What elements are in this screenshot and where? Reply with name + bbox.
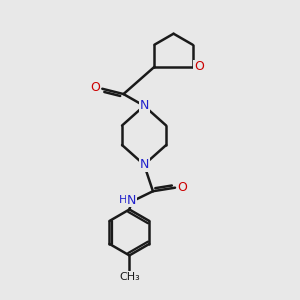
Text: CH₃: CH₃ <box>119 272 140 282</box>
Text: N: N <box>140 99 149 112</box>
Text: O: O <box>178 181 187 194</box>
Text: O: O <box>194 60 204 73</box>
Text: O: O <box>90 81 100 94</box>
Text: H: H <box>119 195 128 205</box>
Text: N: N <box>140 158 149 171</box>
Text: N: N <box>127 194 136 207</box>
